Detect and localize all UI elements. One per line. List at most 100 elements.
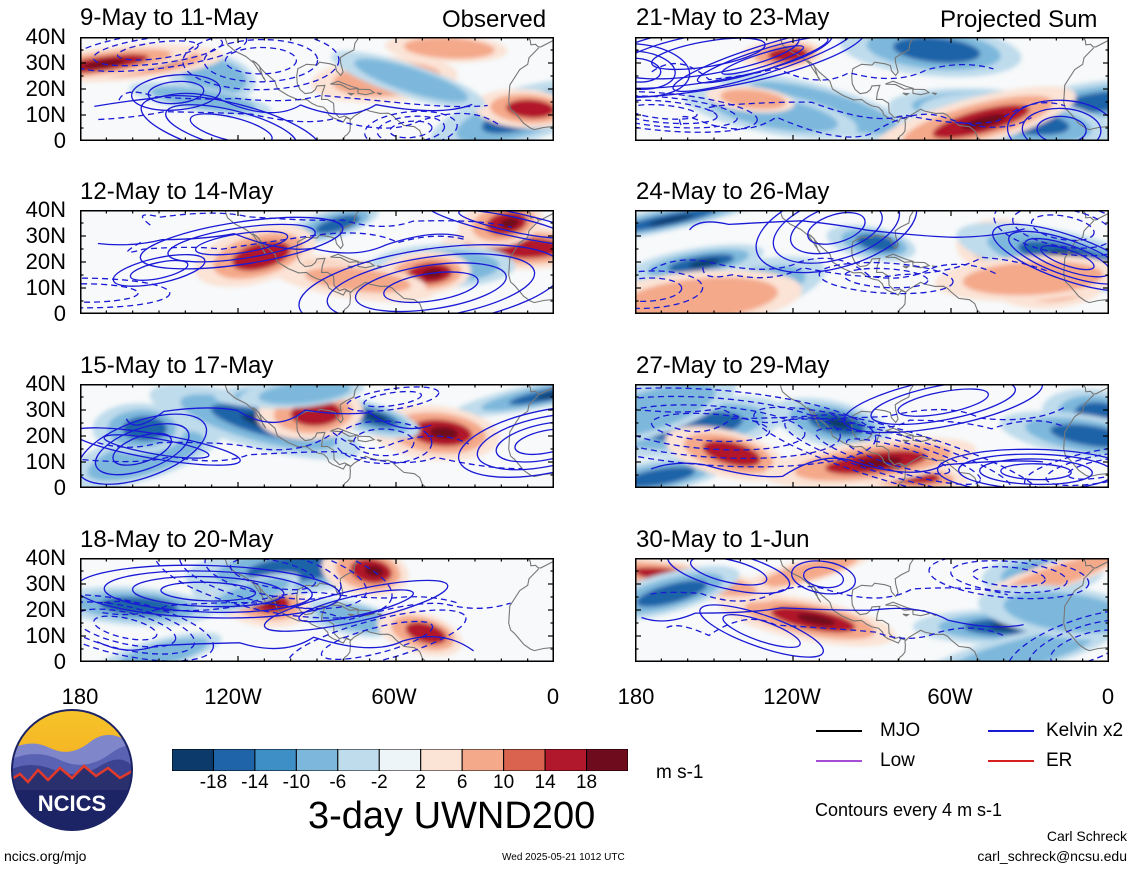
kelvin-contour-positive	[167, 223, 316, 263]
kelvin-contour-positive	[129, 259, 189, 281]
y-tick-label: 30N	[25, 571, 66, 596]
kelvin-contour-negative	[815, 427, 982, 486]
kelvin-contour-negative	[1030, 214, 1095, 242]
positive-anomaly	[429, 426, 459, 440]
kelvin-contour-positive	[1036, 115, 1087, 141]
positive-anomaly	[506, 99, 554, 119]
coastline	[357, 88, 376, 96]
kelvin-contour-streak	[127, 232, 466, 253]
kelvin-contour-positive	[672, 37, 854, 93]
y-tick-label: 0	[53, 301, 66, 326]
colorbar-swatch	[254, 749, 297, 771]
kelvin-contour-positive	[80, 413, 208, 485]
kelvin-contour-streak	[141, 212, 512, 228]
y-tick-label: 40N	[25, 197, 66, 222]
coastlines	[779, 558, 1109, 662]
axis-ticks	[635, 558, 1109, 662]
x-tick-left-120w: 120W	[204, 684, 262, 709]
positive-anomaly	[404, 37, 495, 59]
coastline	[224, 37, 351, 123]
negative-anomaly	[1050, 424, 1109, 448]
positive-anomaly	[962, 261, 1104, 296]
kelvin-contour-negative	[650, 412, 771, 443]
kelvin-contour-negative	[635, 277, 683, 303]
coastline	[902, 92, 911, 96]
coastline	[224, 558, 351, 644]
negative-anomaly	[893, 37, 981, 64]
kelvin-contour-negative	[376, 115, 446, 141]
footer-timestamp: Wed 2025-05-21 1012 UTC	[502, 852, 625, 863]
kelvin-contour-positive	[94, 423, 190, 476]
coastline	[902, 613, 911, 617]
kelvin-contour-positive	[696, 37, 829, 84]
coastline	[357, 435, 376, 443]
wind-anomaly-field	[80, 37, 554, 141]
projected-map-panel-1	[635, 37, 1109, 141]
kelvin-contours	[80, 37, 500, 141]
footer-email[interactable]: carl_schreck@ncsu.edu	[977, 848, 1127, 864]
kelvin-contour-negative	[364, 110, 458, 141]
projected-map-panel-4	[635, 558, 1109, 662]
axis-ticks	[80, 210, 554, 314]
kelvin-contour-positive	[354, 262, 507, 313]
kelvin-contour-positive	[263, 579, 449, 632]
colorbar-swatch	[420, 749, 463, 771]
y-tick-label: 40N	[25, 545, 66, 570]
panel-corner-projected: Projected Sum	[940, 6, 1098, 33]
y-tick-label: 0	[53, 649, 66, 674]
kelvin-contour-positive	[326, 253, 536, 314]
coastline	[376, 439, 383, 443]
coastline	[376, 92, 383, 96]
panel-title-left-3: 15-May to 17-May	[80, 352, 274, 379]
kelvin-contour-positive	[140, 95, 322, 141]
contour-note: Contours every 4 m s-1	[815, 800, 1003, 820]
kelvin-contour-negative	[1027, 619, 1109, 662]
positive-anomaly	[500, 217, 519, 229]
footer-url[interactable]: ncics.org/mjo	[4, 848, 87, 864]
coastline	[851, 37, 915, 120]
kelvin-contour-positive	[80, 427, 241, 466]
colorbar-tick-label: -10	[282, 772, 311, 793]
positive-anomaly	[720, 89, 787, 110]
observed-map-panel-3	[80, 384, 554, 488]
negative-anomaly	[508, 384, 554, 405]
y-tick-label: 30N	[25, 397, 66, 422]
kelvin-contour-streak	[644, 405, 1067, 424]
kelvin-contour-negative	[224, 46, 298, 75]
kelvin-contour-negative	[335, 420, 433, 465]
kelvin-contour-negative	[928, 558, 1090, 600]
coastline	[508, 220, 554, 304]
colorbar-swatch	[586, 749, 628, 771]
observed-map-panel-4	[80, 558, 554, 662]
kelvin-contour-negative	[203, 38, 319, 83]
coastline	[851, 558, 915, 641]
kelvin-contour-positive	[667, 558, 791, 595]
projected-map-panel-2	[635, 210, 1109, 314]
negative-anomaly	[946, 630, 1096, 662]
coastline	[224, 384, 351, 470]
coastline	[296, 37, 360, 120]
coastline	[885, 253, 914, 263]
y-tick-label: 20N	[25, 249, 66, 274]
kelvin-contour-negative	[635, 90, 758, 133]
kelvin-contour-positive	[383, 271, 479, 304]
coastline	[897, 641, 906, 662]
coastline	[897, 120, 906, 141]
coastline	[330, 80, 359, 90]
coastline	[527, 37, 554, 48]
coastline	[508, 568, 554, 652]
kelvin-contours	[641, 558, 1109, 662]
panel-title-right-3: 27-May to 29-May	[636, 352, 830, 379]
negative-anomaly	[150, 86, 256, 112]
kelvin-contour-negative	[287, 609, 467, 662]
positive-anomaly	[796, 613, 836, 626]
kelvin-contour-positive	[112, 253, 206, 287]
colorbar-swatch	[544, 749, 588, 771]
kelvin-contour-negative	[204, 558, 342, 600]
kelvin-contour-streak	[82, 451, 523, 470]
coastline	[897, 293, 906, 314]
kelvin-contour-negative	[93, 615, 158, 641]
kelvin-contour-streak	[651, 62, 994, 81]
panel-title-right-2: 24-May to 26-May	[636, 178, 830, 205]
kelvin-contour-negative	[80, 608, 177, 648]
